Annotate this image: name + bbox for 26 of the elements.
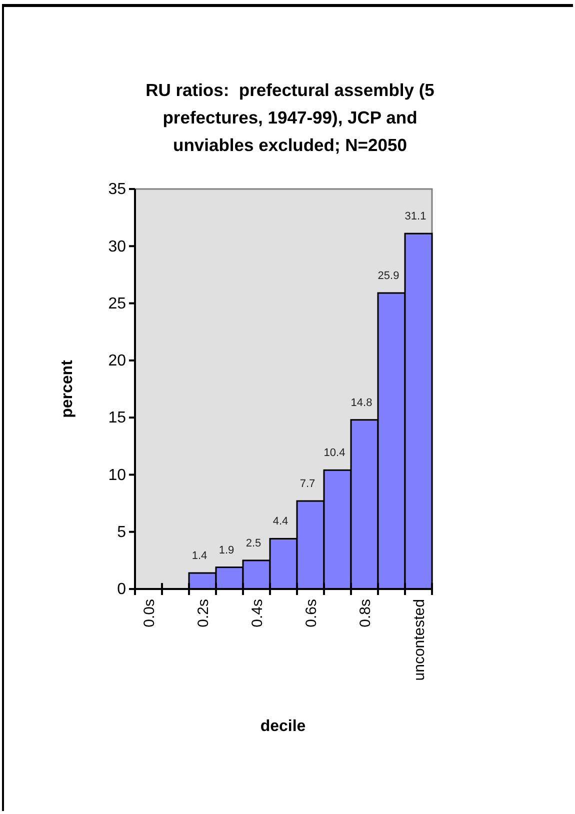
data-label: 31.1 [404, 210, 426, 223]
data-label: 10.4 [324, 447, 346, 460]
x-tick-label: uncontested [410, 599, 428, 681]
y-tick-label: 25 [108, 295, 126, 312]
y-axis-title: percent [59, 359, 76, 418]
data-label: 1.4 [192, 550, 208, 562]
data-label: 1.9 [218, 544, 234, 556]
data-label: 14.8 [350, 396, 372, 409]
y-tick-label: 10 [108, 466, 126, 484]
y-tick-label: 35 [108, 181, 126, 198]
chart-title: RU ratios: prefectural assembly (5 prefectures, 1947-99), JCP and unviables excluded; N=2050 [146, 80, 435, 155]
x-tick-label: 0.2s [194, 599, 212, 628]
x-tick-label: 0.8s [356, 599, 374, 628]
y-tick-label: 5 [117, 524, 126, 541]
y-tick-label: 20 [108, 352, 126, 370]
y-tick-label: 30 [108, 238, 126, 256]
data-label: 25.9 [378, 270, 400, 282]
data-label: 7.7 [300, 478, 316, 490]
y-tick-label: 0 [117, 581, 126, 598]
data-label: 4.4 [272, 516, 288, 528]
x-tick-label: 0.6s [302, 599, 320, 628]
x-tick-label: 0.4s [248, 599, 266, 628]
y-tick-label: 15 [108, 410, 126, 427]
x-tick-label: 0.0s [140, 599, 158, 628]
data-label: 2.5 [246, 537, 262, 550]
x-axis-title: decile [260, 718, 306, 735]
